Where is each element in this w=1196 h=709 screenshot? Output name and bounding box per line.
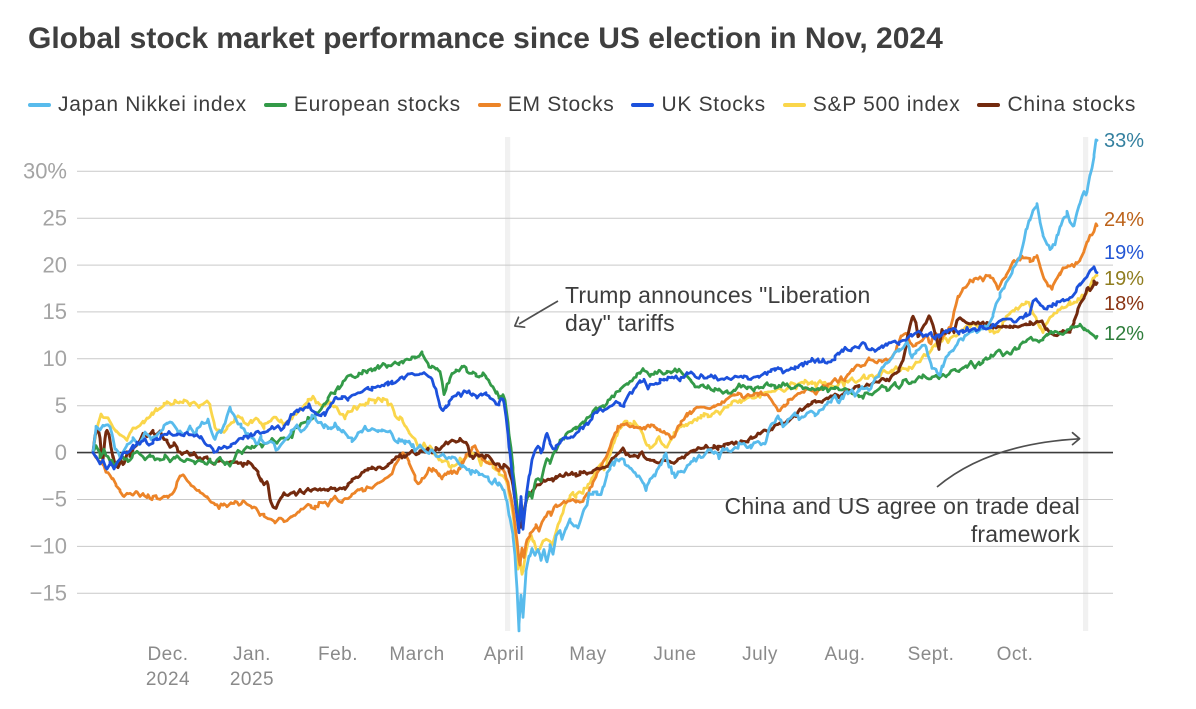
svg-text:2025: 2025 <box>230 669 274 690</box>
svg-text:19%: 19% <box>1104 242 1144 264</box>
svg-text:−10: −10 <box>30 534 67 559</box>
svg-text:19%: 19% <box>1104 268 1144 290</box>
svg-text:33%: 33% <box>1104 130 1144 152</box>
svg-text:Sept.: Sept. <box>908 644 955 665</box>
svg-text:30%: 30% <box>23 159 67 184</box>
svg-text:15: 15 <box>43 299 67 324</box>
svg-text:June: June <box>653 644 696 665</box>
svg-text:April: April <box>484 644 525 665</box>
svg-text:Jan.: Jan. <box>233 644 271 665</box>
svg-text:−5: −5 <box>42 487 67 512</box>
svg-text:0: 0 <box>55 440 67 465</box>
svg-text:Aug.: Aug. <box>824 644 865 665</box>
svg-text:25: 25 <box>43 205 67 230</box>
svg-text:Dec.: Dec. <box>147 644 188 665</box>
svg-text:March: March <box>389 644 444 665</box>
svg-text:5: 5 <box>55 393 67 418</box>
svg-text:July: July <box>742 644 778 665</box>
svg-text:12%: 12% <box>1104 323 1144 345</box>
svg-text:24%: 24% <box>1104 209 1144 231</box>
svg-text:10: 10 <box>43 346 67 371</box>
svg-text:20: 20 <box>43 252 67 277</box>
svg-text:Oct.: Oct. <box>997 644 1034 665</box>
svg-text:Feb.: Feb. <box>318 644 358 665</box>
svg-text:2024: 2024 <box>146 669 190 690</box>
svg-text:18%: 18% <box>1104 293 1144 315</box>
svg-text:−15: −15 <box>30 581 67 606</box>
svg-text:May: May <box>569 644 606 665</box>
